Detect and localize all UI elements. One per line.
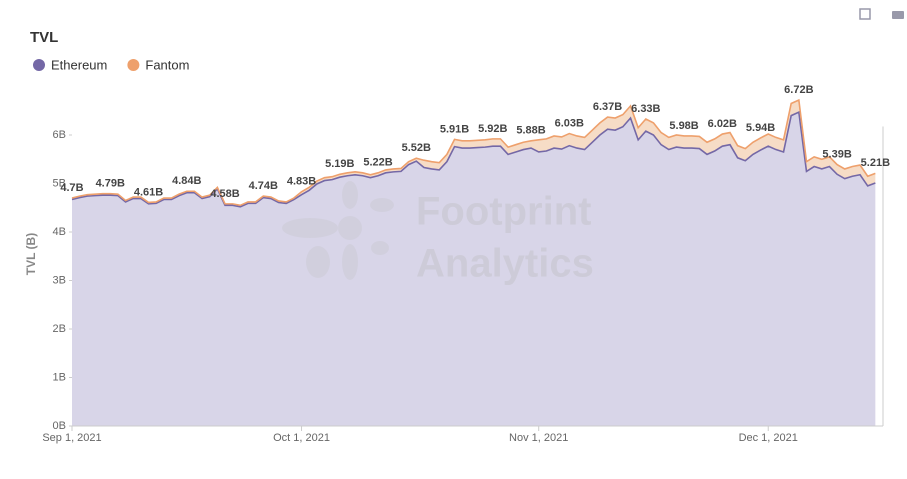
legend-label: Ethereum [51, 57, 107, 72]
data-label: 4.74B [249, 180, 278, 192]
watermark-text: Footprint [416, 190, 592, 234]
data-label: 6.03B [555, 117, 584, 129]
data-label: 6.33B [631, 103, 660, 115]
data-label: 6.37B [593, 101, 622, 113]
data-label: 5.98B [669, 120, 698, 132]
x-tick-label: Oct 1, 2021 [273, 432, 330, 444]
line [71, 98, 876, 207]
data-label: 5.21B [861, 157, 890, 169]
x-tick-label: Nov 1, 2021 [509, 432, 568, 444]
data-label: 5.39B [822, 148, 851, 160]
expand-icon[interactable] [859, 8, 871, 20]
data-label: 5.52B [402, 142, 431, 154]
data-label: 6.02B [708, 118, 737, 130]
watermark-text: Analytics [416, 242, 594, 286]
y-tick-label: 4B [53, 226, 66, 238]
data-label: 5.22B [363, 157, 392, 169]
legend-label: Fantom [145, 57, 189, 72]
watermark [282, 181, 394, 280]
data-label: 5.92B [478, 123, 507, 135]
y-axis-label: TVL (B) [24, 233, 38, 275]
x-tick-label: Sep 1, 2021 [42, 432, 101, 444]
chart-title: TVL [30, 29, 58, 46]
x-tick-label: Dec 1, 2021 [739, 432, 798, 444]
data-label: 5.19B [325, 158, 354, 170]
data-label: 4.58B [210, 188, 239, 200]
data-label: 5.88B [516, 125, 545, 137]
data-label: 4.7B [60, 182, 83, 194]
area [72, 112, 876, 426]
camera-icon[interactable] [892, 11, 904, 19]
toolbar-icons [859, 8, 904, 20]
y-tick-label: 0B [53, 420, 66, 432]
data-label: 5.91B [440, 123, 469, 135]
legend-marker [127, 59, 140, 71]
data-label: 5.94B [746, 122, 775, 134]
data-label: 4.83B [287, 176, 316, 188]
legend-marker [33, 59, 45, 71]
y-tick-label: 5B [53, 177, 66, 189]
data-label: 4.61B [134, 186, 163, 198]
data-label: 4.84B [172, 175, 201, 187]
area [72, 100, 876, 207]
y-tick-label: 6B [53, 129, 66, 141]
y-tick-label: 3B [53, 274, 66, 286]
line [71, 111, 876, 208]
y-tick-label: 1B [53, 371, 66, 383]
data-label: 4.79B [96, 178, 125, 190]
data-label: 6.72B [784, 84, 813, 96]
y-tick-label: 2B [53, 323, 66, 335]
